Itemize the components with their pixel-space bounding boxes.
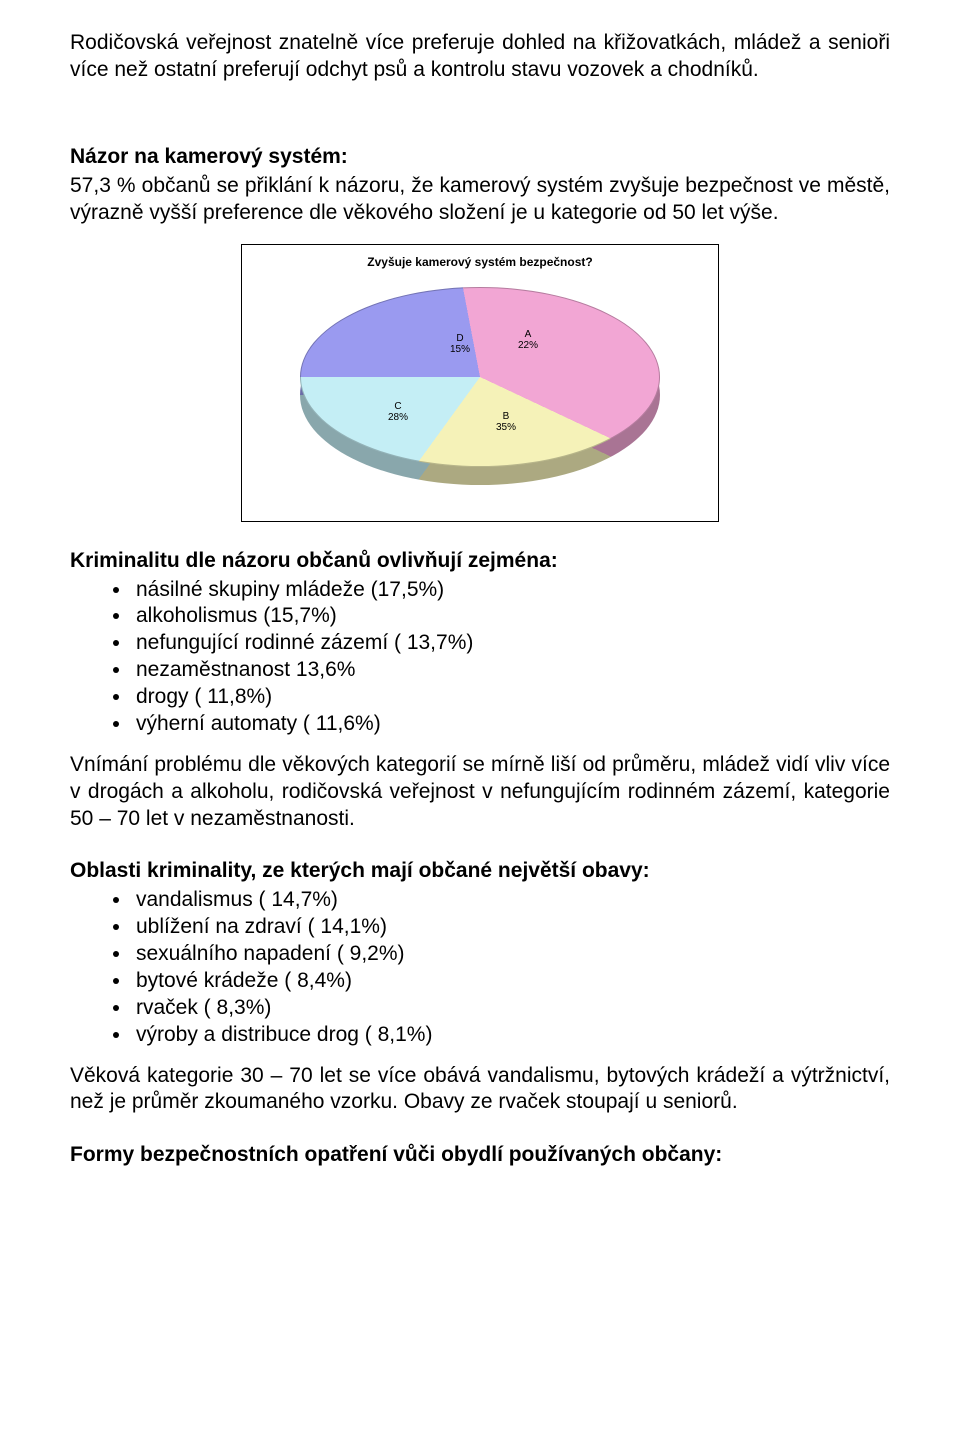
paragraph-vnimani: Vnímání problému dle věkových kategorií … bbox=[70, 752, 890, 833]
list-item: bytové krádeže ( 8,4%) bbox=[132, 968, 890, 995]
pie-label-A: A 22% bbox=[518, 329, 538, 351]
list-item: rvaček ( 8,3%) bbox=[132, 995, 890, 1022]
pie-chart-frame: Zvyšuje kamerový systém bezpečnost? A 22… bbox=[241, 244, 719, 521]
list-item: nefungující rodinné zázemí ( 13,7%) bbox=[132, 630, 890, 657]
list-item: násilné skupiny mládeže (17,5%) bbox=[132, 577, 890, 604]
heading-formy: Formy bezpečnostních opatření vůči obydl… bbox=[70, 1142, 890, 1169]
list-item: výroby a distribuce drog ( 8,1%) bbox=[132, 1022, 890, 1049]
list-item: výherní automaty ( 11,6%) bbox=[132, 711, 890, 738]
pie-top bbox=[300, 287, 660, 467]
pie-label-C: C 28% bbox=[388, 401, 408, 423]
heading-kamerovy: Názor na kamerový systém: bbox=[70, 144, 890, 171]
list-item: alkoholismus (15,7%) bbox=[132, 603, 890, 630]
heading-oblasti: Oblasti kriminality, ze kterých mají obč… bbox=[70, 858, 890, 885]
list-item: nezaměstnanost 13,6% bbox=[132, 657, 890, 684]
spacer bbox=[70, 98, 890, 118]
list-item: sexuálního napadení ( 9,2%) bbox=[132, 941, 890, 968]
list-item: ublížení na zdraví ( 14,1%) bbox=[132, 914, 890, 941]
heading-kriminalita: Kriminalitu dle názoru občanů ovlivňují … bbox=[70, 548, 890, 575]
page: Rodičovská veřejnost znatelně více prefe… bbox=[0, 0, 960, 1211]
list-oblasti: vandalismus ( 14,7%) ublížení na zdraví … bbox=[70, 887, 890, 1048]
pie-label-D: D 15% bbox=[450, 333, 470, 355]
paragraph-vekova: Věková kategorie 30 – 70 let se více obá… bbox=[70, 1063, 890, 1117]
list-item: drogy ( 11,8%) bbox=[132, 684, 890, 711]
pie-chart-title: Zvyšuje kamerový systém bezpečnost? bbox=[252, 255, 708, 270]
intro-paragraph: Rodičovská veřejnost znatelně více prefe… bbox=[70, 30, 890, 84]
list-item: vandalismus ( 14,7%) bbox=[132, 887, 890, 914]
list-kriminalita: násilné skupiny mládeže (17,5%) alkoholi… bbox=[70, 577, 890, 738]
pie-label-B: B 35% bbox=[496, 411, 516, 433]
paragraph-kamerovy: 57,3 % občanů se přiklání k názoru, že k… bbox=[70, 173, 890, 227]
pie-chart: A 22% B 35% C 28% D 15% bbox=[300, 287, 660, 507]
